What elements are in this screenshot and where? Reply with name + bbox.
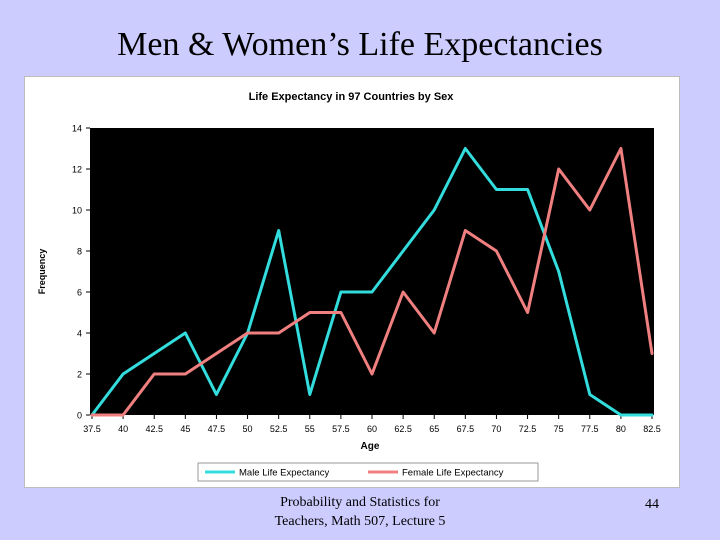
- footer-line-1: Probability and Statistics for: [280, 495, 440, 510]
- chart-title: Life Expectancy in 97 Countries by Sex: [249, 91, 455, 103]
- x-tick-label: 57.5: [332, 424, 350, 434]
- chart-frame: Life Expectancy in 97 Countries by Sex 0…: [24, 76, 680, 488]
- x-tick-label: 47.5: [208, 424, 226, 434]
- y-axis: 0 2 4 6 8 10 12 14: [72, 124, 90, 421]
- y-tick-label: 2: [77, 370, 82, 380]
- footer-line-2: Teachers, Math 507, Lecture 5: [274, 514, 446, 529]
- x-tick-label: 52.5: [270, 424, 288, 434]
- legend: Male Life Expectancy Female Life Expectan…: [197, 462, 539, 482]
- y-tick-label: 10: [72, 206, 82, 216]
- x-tick-label: 40: [118, 424, 128, 434]
- x-axis: 37.5 40 42.5 45 47.5 50 52.5 55 57.5 60 62.5 65 67.5…: [83, 415, 661, 434]
- y-tick-label: 14: [72, 124, 82, 134]
- series-line-female: [90, 147, 654, 417]
- x-tick-label: 45: [180, 424, 190, 434]
- slide-title: Men & Women’s Life Expectancies: [117, 26, 603, 63]
- x-tick-label: 70: [491, 424, 501, 434]
- series-lines: [90, 147, 654, 417]
- y-tick-label: 8: [77, 247, 82, 257]
- legend-label: Male Life Expectancy: [239, 468, 330, 479]
- page-number: 44: [645, 497, 659, 512]
- legend-label: Female Life Expectancy: [402, 468, 504, 479]
- y-tick-label: 0: [77, 411, 82, 421]
- x-tick-label: 75: [554, 424, 564, 434]
- x-tick-label: 37.5: [83, 424, 101, 434]
- x-tick-label: 62.5: [394, 424, 412, 434]
- series-line-male: [90, 147, 654, 417]
- x-tick-label: 65: [429, 424, 439, 434]
- y-tick-label: 4: [77, 329, 82, 339]
- x-tick-label: 80: [616, 424, 626, 434]
- x-tick-label: 82.5: [643, 424, 661, 434]
- x-tick-label: 42.5: [145, 424, 163, 434]
- x-tick-label: 67.5: [457, 424, 475, 434]
- x-tick-label: 55: [305, 424, 315, 434]
- footer-course-info: Probability and Statistics for Teachers,…: [240, 493, 480, 531]
- x-axis-label: Age: [361, 441, 380, 452]
- y-axis-label: Frequency: [37, 249, 47, 295]
- x-tick-label: 60: [367, 424, 377, 434]
- life-expectancy-chart: Life Expectancy in 97 Countries by Sex 0…: [37, 91, 661, 482]
- y-tick-label: 6: [77, 288, 82, 298]
- x-tick-label: 77.5: [581, 424, 599, 434]
- x-tick-label: 72.5: [519, 424, 537, 434]
- x-tick-label: 50: [243, 424, 253, 434]
- y-tick-label: 12: [72, 165, 82, 175]
